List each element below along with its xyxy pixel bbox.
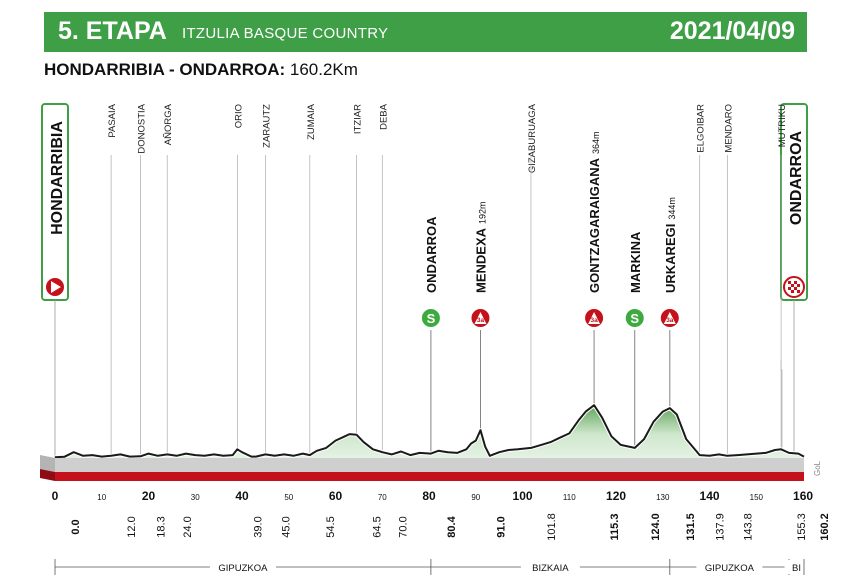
km-label: 101.8 — [546, 513, 558, 541]
region-label-bg — [696, 560, 763, 574]
region-label: GIPUZKOA — [705, 563, 755, 574]
region-label-bg — [520, 560, 580, 574]
x-tick-label: 150 — [750, 493, 764, 502]
route-name: HONDARRIBIA - ONDARROA: — [44, 60, 286, 79]
x-tick-label: 80 — [422, 489, 436, 503]
town-zumaia-label: ZUMAIA — [306, 103, 317, 140]
km-label: 64.5 — [372, 516, 384, 537]
town-elgoibar-label: ELGOIBAR — [696, 104, 707, 153]
mountain-icon — [474, 312, 487, 324]
stage-banner: 5. ETAPA ITZULIA BASQUE COUNTRY 2021/04/… — [44, 12, 807, 52]
x-tick-label: 50 — [284, 493, 293, 502]
region-label: GIPUZKOA — [218, 563, 268, 574]
town-donostia-label: DONOSTIA — [137, 103, 148, 153]
town-itziar-label: ITZIAR — [353, 104, 364, 134]
km-label: 155.3 — [796, 513, 808, 541]
ground-band-side — [40, 469, 55, 481]
point-gontzagaraigana-badge: 3a — [590, 317, 598, 324]
km-label: 18.3 — [156, 516, 168, 537]
region-label-bg — [209, 560, 276, 574]
town-zarautz-label: ZARAUTZ — [261, 104, 272, 148]
watermark: GoL — [813, 460, 822, 476]
km-label: 137.9 — [715, 513, 727, 541]
km-label: 54.5 — [325, 516, 337, 537]
km-label: 12.0 — [126, 516, 138, 537]
route-distance: 160.2Km — [289, 60, 358, 79]
km-label: 160.2 — [819, 513, 831, 541]
town-deba-label: DEBA — [378, 103, 389, 130]
point-mendexa-label: MENDEXA192m — [473, 201, 488, 293]
stage-date: 2021/04/09 — [669, 17, 795, 45]
region-label: BIZKAIA — [532, 563, 569, 574]
finish-check — [788, 281, 791, 284]
point-ondarroa-label: ONDARROA — [424, 216, 439, 293]
km-label: 143.8 — [742, 513, 754, 541]
km-label: 115.3 — [609, 514, 621, 541]
point-markina-badge: S — [630, 311, 639, 326]
route-line: HONDARRIBIA - ONDARROA: 160.2Km — [44, 60, 358, 80]
km-label: 80.4 — [446, 515, 458, 537]
finish-check — [788, 287, 791, 290]
mountain-icon — [663, 312, 676, 324]
ground-side — [40, 455, 55, 472]
x-tick-label: 120 — [606, 489, 626, 503]
x-tick-label: 160 — [793, 489, 813, 503]
x-tick-label: 30 — [191, 493, 200, 502]
sprint-icon — [623, 307, 646, 329]
mountain-icon — [588, 312, 601, 324]
town-mutriku-label: MUTRIKU — [777, 104, 788, 147]
x-tick-label: 110 — [563, 493, 576, 502]
town-gizaburuaga-label: GIZABURUAGA — [527, 103, 538, 173]
km-label: 91.0 — [495, 516, 507, 537]
x-tick-label: 10 — [97, 493, 106, 502]
elevation-line — [54, 404, 805, 459]
town-mendaro-label: MENDARO — [723, 104, 734, 153]
point-markina-label: MARKINA — [628, 231, 643, 293]
km-label: 39.0 — [252, 516, 264, 537]
point-urkaregi-label: URKAREGI344m — [663, 197, 678, 293]
x-tick-label: 20 — [142, 489, 156, 503]
finish-label: ONDARROA — [788, 130, 805, 225]
checkered-flag-icon — [783, 276, 805, 298]
x-tick-label: 0 — [52, 489, 59, 503]
town-a-orga-label: AÑORGA — [163, 103, 174, 145]
point-gontzagaraigana-label: GONTZAGARAIGANA364m — [587, 131, 602, 293]
x-tick-label: 140 — [700, 489, 720, 503]
x-tick-label: 60 — [329, 489, 343, 503]
race-name: ITZULIA BASQUE COUNTRY — [182, 25, 389, 42]
finish-check — [791, 290, 794, 293]
ground-top — [55, 458, 804, 472]
mutriku-connector — [780, 360, 783, 458]
elevation-area — [55, 405, 804, 458]
x-tick-label: 40 — [235, 489, 249, 503]
km-label: 70.0 — [397, 516, 409, 537]
x-tick-label: 90 — [471, 493, 480, 502]
km-label: 24.0 — [182, 516, 194, 537]
region-label: BI — [792, 563, 801, 574]
km-label: 0.0 — [70, 519, 82, 534]
finish-check — [794, 287, 797, 290]
sprint-icon — [419, 307, 442, 329]
km-label: 45.0 — [280, 516, 292, 537]
stage-number: 5. ETAPA — [58, 17, 167, 45]
x-tick-label: 100 — [513, 489, 533, 503]
ground-band — [55, 472, 804, 481]
point-mendexa-badge: 3a — [477, 317, 485, 324]
finish-check — [794, 281, 797, 284]
town-pasaia-label: PASAIA — [107, 103, 118, 137]
town-orio-label: ORIO — [233, 104, 244, 128]
km-label: 131.5 — [685, 513, 697, 541]
x-tick-label: 70 — [378, 493, 387, 502]
x-tick-label: 130 — [656, 493, 670, 502]
region-label-bg — [784, 560, 809, 574]
point-ondarroa-badge: S — [427, 311, 436, 326]
finish-check — [797, 290, 800, 293]
finish-check — [797, 284, 800, 287]
finish-check — [791, 284, 794, 287]
km-label: 124.0 — [650, 513, 662, 541]
start-arrow — [51, 281, 61, 293]
start-label: HONDARRIBIA — [49, 121, 66, 235]
point-urkaregi-badge: 3a — [666, 317, 674, 324]
